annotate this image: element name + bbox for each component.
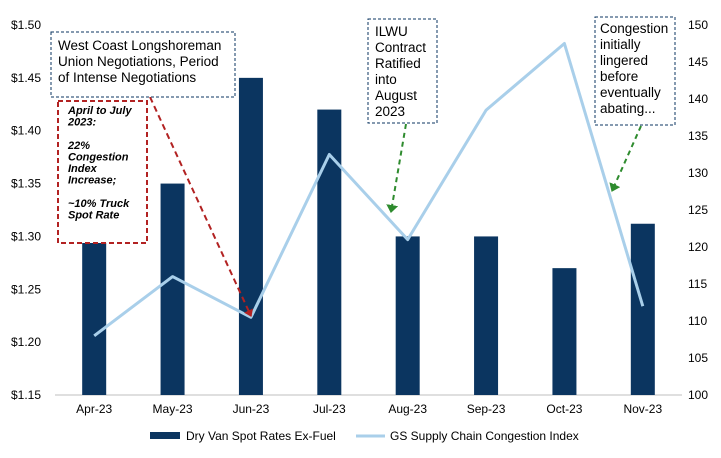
annotation-text: 22% xyxy=(67,140,90,152)
y-right-tick-label: 105 xyxy=(688,351,708,365)
bar xyxy=(630,223,655,395)
annotation-text: lingered xyxy=(600,53,648,68)
annotation-arrow xyxy=(149,96,254,317)
annotation-text: Increase; xyxy=(68,175,117,187)
y-left-tick-label: $1.45 xyxy=(11,71,41,85)
y-left-tick-label: $1.40 xyxy=(11,124,41,138)
annotation-text: ILWU xyxy=(375,24,408,39)
annotation-text: of Intense Negotiations xyxy=(58,70,196,85)
legend: Dry Van Spot Rates Ex-Fuel GS Supply Chai… xyxy=(150,429,579,443)
right-axis: 100 105 110 115 120 125 130 135 140 145 150 xyxy=(688,18,708,402)
y-left-tick-label: $1.15 xyxy=(11,388,41,402)
annotation-box-congestion-lingered xyxy=(594,16,676,126)
y-right-tick-label: 150 xyxy=(688,18,708,32)
x-tick-label: Sep-23 xyxy=(467,402,506,416)
annotation-text: before xyxy=(600,69,638,84)
bar xyxy=(238,77,263,395)
x-tick-label: Nov-23 xyxy=(623,402,662,416)
legend-label: GS Supply Chain Congestion Index xyxy=(390,429,579,443)
y-left-tick-label: $1.50 xyxy=(11,18,41,32)
annotation-arrow xyxy=(609,125,642,192)
y-right-tick-label: 115 xyxy=(688,277,707,291)
x-tick-label: May-23 xyxy=(153,402,193,416)
y-left-tick-label: $1.30 xyxy=(11,229,41,243)
bar xyxy=(82,241,107,395)
bar xyxy=(552,268,577,395)
annotation-text: into xyxy=(375,72,397,87)
annotation-text: Union Negotiations, Period xyxy=(58,54,219,69)
x-axis: Apr-23 May-23 Jun-23 Jul-23 Aug-23 Sep-23 Oct-… xyxy=(76,402,662,416)
x-tick-label: Oct-23 xyxy=(546,402,582,416)
bar xyxy=(474,236,499,395)
x-tick-label: Apr-23 xyxy=(76,402,112,416)
y-left-tick-label: $1.25 xyxy=(11,282,41,296)
line-series xyxy=(93,42,645,337)
y-left-tick-label: $1.35 xyxy=(11,177,41,191)
annotation-text: abating... xyxy=(600,101,656,116)
legend-swatch-bars xyxy=(150,432,180,439)
y-right-tick-label: 120 xyxy=(688,240,708,254)
annotation-text: Ratified xyxy=(375,56,421,71)
bar-series xyxy=(82,77,655,396)
annotation-text: Congestion xyxy=(600,21,668,36)
x-tick-label: Jun-23 xyxy=(233,402,270,416)
annotation-text: 2023 xyxy=(375,104,405,119)
annotation-text: April to July xyxy=(67,105,132,117)
left-axis: $1.15 $1.20 $1.25 $1.30 $1.35 $1.40 $1.45 $1.50 xyxy=(11,18,41,402)
annotation-text: West Coast Longshoreman xyxy=(58,38,221,53)
bar xyxy=(160,183,185,395)
y-right-tick-label: 135 xyxy=(688,129,708,143)
y-right-tick-label: 140 xyxy=(688,92,708,106)
y-right-tick-label: 100 xyxy=(688,388,708,402)
y-right-tick-label: 110 xyxy=(688,314,707,328)
annotation-text: initially xyxy=(600,37,641,52)
x-tick-label: Jul-23 xyxy=(313,402,346,416)
annotation-box-congestion-increase xyxy=(57,100,148,244)
annotation-box-ilwu xyxy=(367,18,438,124)
annotation-text: Congestion xyxy=(68,151,129,163)
legend-label: Dry Van Spot Rates Ex-Fuel xyxy=(186,429,336,443)
annotation-text: Spot Rate xyxy=(68,209,119,221)
congestion-index-line xyxy=(93,42,645,337)
y-right-tick-label: 130 xyxy=(688,166,708,180)
annotation-text: eventually xyxy=(600,85,661,100)
annotation-box-negotiations xyxy=(50,31,236,98)
annotation-text: August xyxy=(375,88,417,103)
bar xyxy=(317,109,342,396)
annotation-text: 2023: xyxy=(67,117,96,129)
y-right-tick-label: 125 xyxy=(688,203,708,217)
x-tick-label: Aug-23 xyxy=(388,402,427,416)
annotation-text: Index xyxy=(68,163,98,175)
annotation-text: ~10% Truck xyxy=(68,198,130,210)
y-right-tick-label: 145 xyxy=(688,55,708,69)
bar xyxy=(395,236,420,395)
annotation-arrow xyxy=(386,123,407,213)
annotation-text: Contract xyxy=(375,40,426,55)
y-left-tick-label: $1.20 xyxy=(11,335,41,349)
